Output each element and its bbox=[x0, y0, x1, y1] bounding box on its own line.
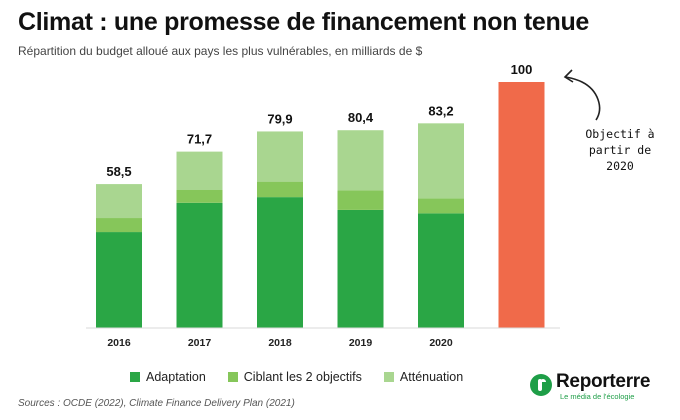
bar-total-label: 83,2 bbox=[428, 103, 453, 118]
source-note: Sources : OCDE (2022), Climate Finance D… bbox=[18, 398, 295, 409]
bar-segment-adaptation-2017 bbox=[176, 202, 223, 328]
reporterre-logo-icon bbox=[530, 374, 552, 396]
bar-segment-attenuation-2017 bbox=[176, 151, 223, 190]
legend: Adaptation Ciblant les 2 objectifs Attén… bbox=[130, 370, 463, 384]
bar-segment-attenuation-2020 bbox=[418, 123, 464, 199]
legend-swatch-mitigation bbox=[383, 372, 394, 382]
brand-tagline: Le média de l'écologie bbox=[560, 392, 635, 401]
bar-segment-adaptation-2019 bbox=[337, 209, 384, 328]
annotation-line: 2020 bbox=[606, 159, 634, 173]
brand-name: Reporterre bbox=[556, 371, 651, 392]
legend-item-both-objectives: Ciblant les 2 objectifs bbox=[227, 370, 362, 384]
legend-swatch-adaptation bbox=[130, 372, 140, 382]
legend-item-mitigation: Atténuation bbox=[383, 370, 464, 384]
chart-subtitle: Répartition du budget alloué aux pays le… bbox=[18, 44, 423, 58]
annotation-arrow bbox=[565, 76, 601, 121]
annotation-arrowhead bbox=[563, 69, 574, 83]
bar-segment-ciblant-les-2-objectifs-2018 bbox=[257, 181, 303, 198]
annotation-line: partir de bbox=[589, 143, 651, 157]
bar-segment-objectif-target bbox=[498, 82, 545, 328]
stacked-bar-chart: 58,5 2016 71,7 2017 79,9 2018 80,4 2019 83,2 2020… bbox=[86, 62, 655, 349]
bar-total-label: 58,5 bbox=[106, 164, 131, 179]
legend-swatch-both-objectives bbox=[227, 372, 238, 382]
bar-total-label: 71,7 bbox=[187, 132, 212, 147]
x-tick-label: 2019 bbox=[349, 337, 373, 349]
bar-segment-adaptation-2018 bbox=[257, 197, 303, 328]
bar-total-label: 100 bbox=[511, 62, 533, 77]
bar-segment-attenuation-2016 bbox=[96, 184, 142, 219]
bar-total-label: 80,4 bbox=[348, 110, 374, 125]
legend-label-both-objectives: Ciblant les 2 objectifs bbox=[243, 370, 362, 384]
legend-label-mitigation: Atténuation bbox=[399, 370, 464, 384]
x-tick-label: 2016 bbox=[107, 337, 131, 349]
bar-segment-ciblant-les-2-objectifs-2020 bbox=[418, 198, 464, 214]
bar-segment-ciblant-les-2-objectifs-2019 bbox=[337, 190, 384, 210]
bar-segment-attenuation-2018 bbox=[257, 131, 303, 182]
legend-label-adaptation: Adaptation bbox=[146, 370, 206, 384]
legend-item-adaptation: Adaptation bbox=[130, 370, 206, 384]
chart-title: Climat : une promesse de financement non… bbox=[18, 8, 590, 36]
x-tick-label: 2017 bbox=[188, 337, 212, 349]
bar-total-label: 79,9 bbox=[267, 111, 292, 126]
x-tick-label: 2020 bbox=[429, 337, 453, 349]
bar-segment-adaptation-2020 bbox=[418, 213, 464, 328]
annotation-line: Objectif à bbox=[585, 127, 654, 141]
bar-segment-adaptation-2016 bbox=[96, 232, 142, 328]
bar-segment-attenuation-2019 bbox=[337, 130, 384, 191]
x-tick-label: 2018 bbox=[268, 337, 292, 349]
brand: Reporterre Le média de l'écologie bbox=[530, 372, 650, 401]
bar-segment-ciblant-les-2-objectifs-2017 bbox=[176, 189, 223, 203]
target-annotation: Objectif à partir de 2020 bbox=[563, 69, 655, 173]
bar-segment-ciblant-les-2-objectifs-2016 bbox=[96, 218, 142, 233]
